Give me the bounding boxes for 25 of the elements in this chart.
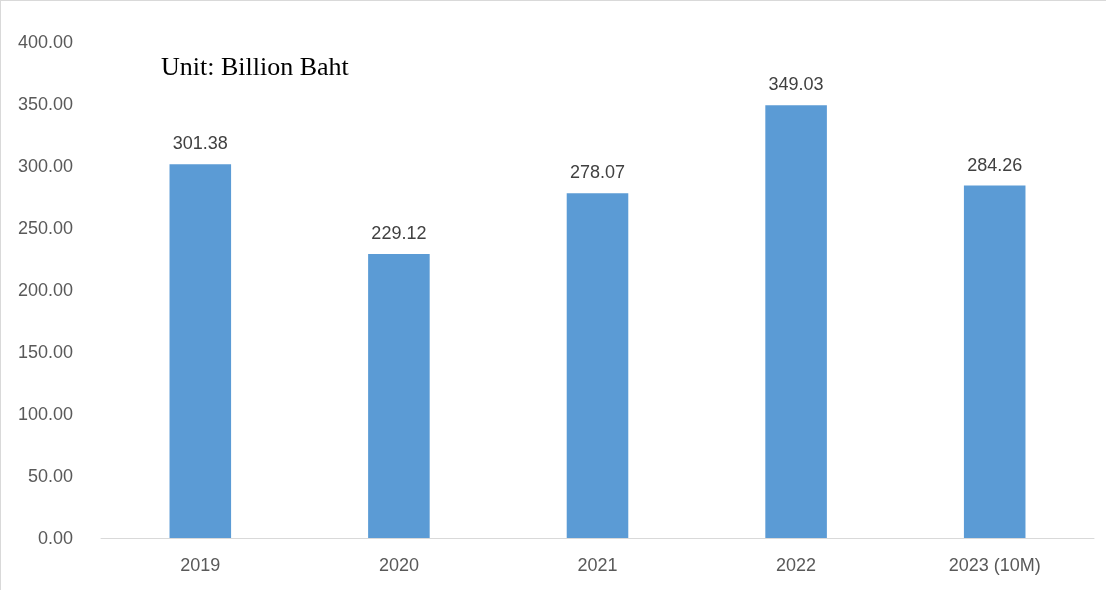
x-tick-label: 2022: [776, 555, 817, 575]
x-tick-label: 2023 (10M): [948, 555, 1041, 575]
bar: [169, 164, 232, 538]
y-tick-label: 50.00: [27, 466, 73, 486]
x-tick-label: 2019: [180, 555, 221, 575]
y-tick-label: 200.00: [17, 280, 73, 300]
data-label: 301.38: [172, 133, 228, 154]
bar: [963, 185, 1026, 538]
y-tick-label: 400.00: [17, 32, 73, 52]
x-tick-label: 2020: [378, 555, 419, 575]
y-tick-label: 150.00: [17, 342, 73, 362]
annotation: Unit: Billion Baht: [161, 51, 350, 81]
bar: [368, 253, 430, 538]
y-tick-label: 0.00: [37, 528, 73, 548]
y-tick-label: 250.00: [17, 218, 73, 238]
data-label: 278.07: [569, 162, 626, 183]
bar: [566, 193, 629, 538]
data-label: 349.03: [768, 74, 824, 95]
y-tick-label: 100.00: [17, 404, 73, 424]
bar: [765, 105, 827, 538]
x-tick-label: 2021: [577, 555, 618, 575]
data-label: 284.26: [967, 154, 1023, 175]
data-label: 229.12: [371, 222, 427, 243]
y-tick-label: 300.00: [17, 156, 73, 176]
y-tick-label: 350.00: [17, 94, 73, 114]
